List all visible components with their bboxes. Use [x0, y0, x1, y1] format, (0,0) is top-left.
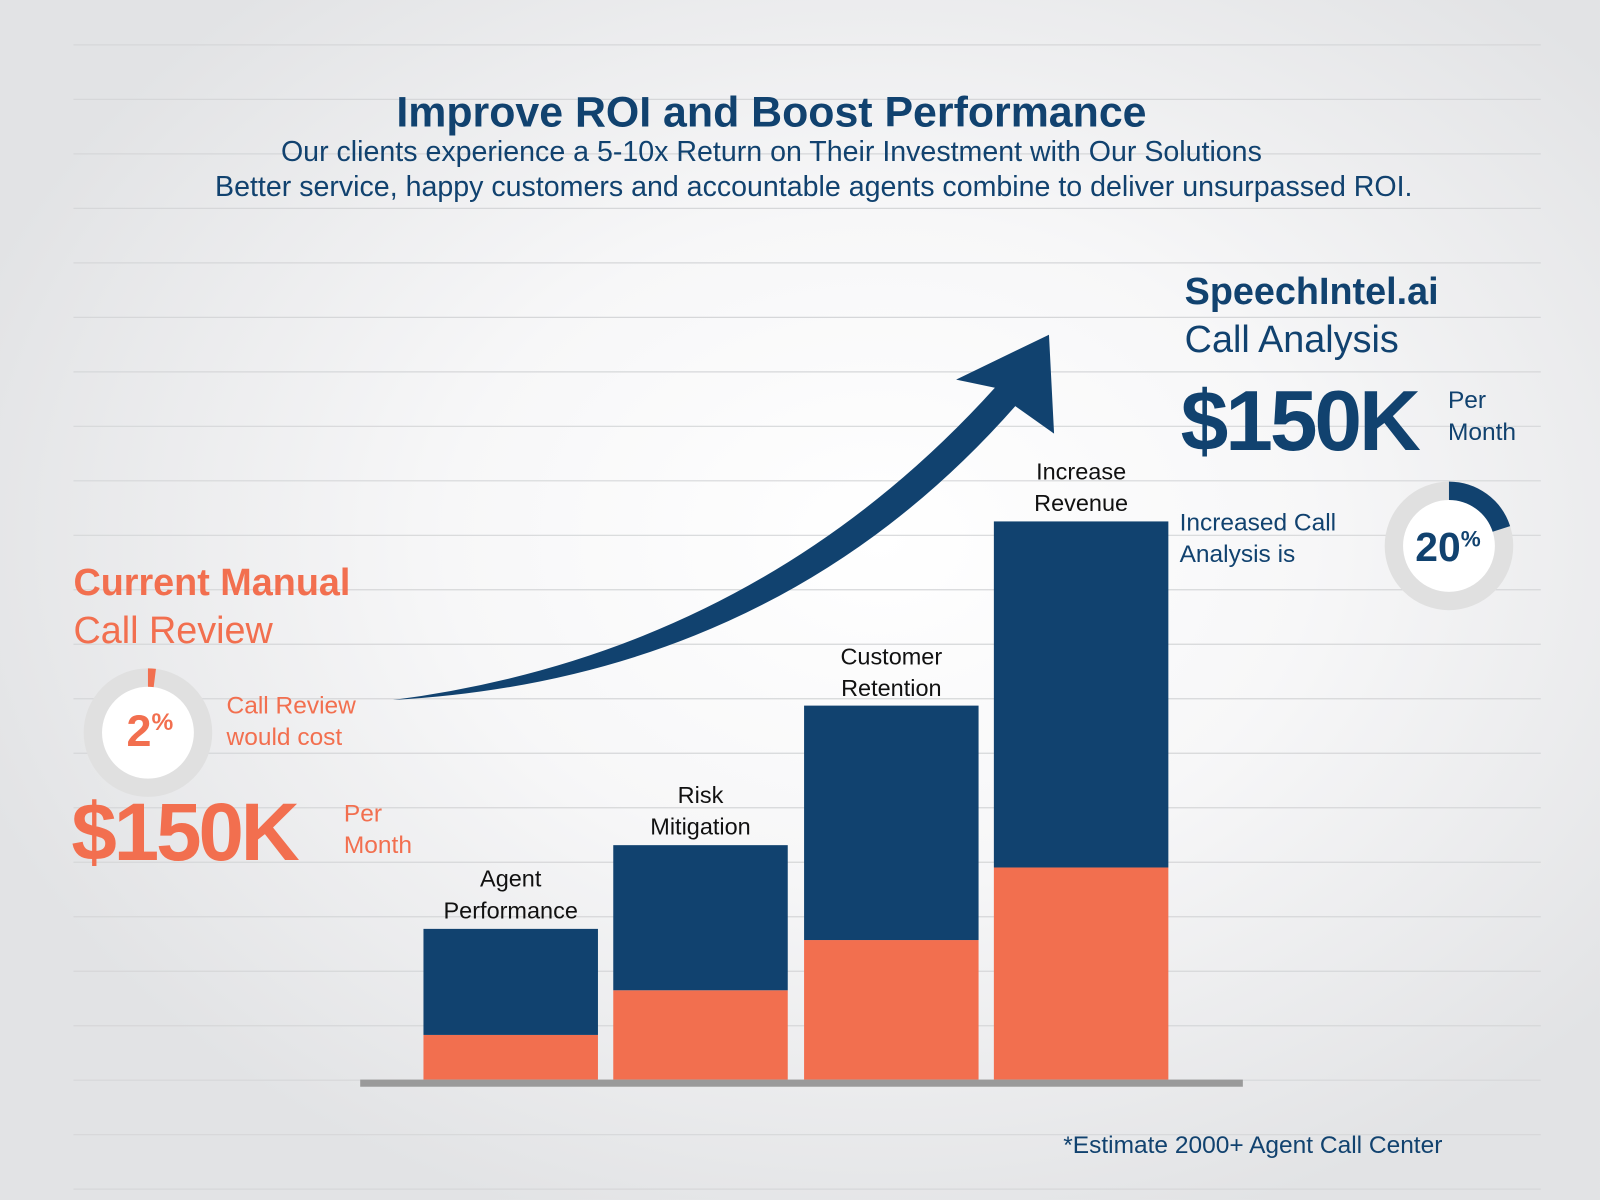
bar-label-line: Agent	[480, 865, 542, 893]
per: Per	[343, 799, 382, 828]
bar-label-line: Revenue	[1034, 489, 1129, 517]
bar-segment-base	[993, 867, 1169, 1080]
bar-label: Customer Retention	[789, 640, 993, 703]
bar-segment-top	[804, 705, 979, 941]
desc-line: Analysis is	[1179, 540, 1296, 569]
bar-label-line: Performance	[443, 897, 578, 924]
value: 2	[126, 706, 152, 757]
bar-segment-top	[423, 928, 598, 1035]
desc-line: Increased Call	[1179, 509, 1337, 537]
bar-segment-top	[613, 845, 788, 991]
month: Month	[343, 831, 412, 860]
left-subheading: Call Review	[73, 609, 273, 652]
right-subheading: Call Analysis	[1184, 318, 1399, 361]
bar-label: Increase Revenue	[979, 456, 1183, 519]
bar-segment-base	[423, 1034, 598, 1080]
bar-label-line: Risk	[677, 781, 724, 809]
desc-line: Call Review	[226, 691, 356, 720]
bar-segment-top	[993, 521, 1169, 868]
left-donut-value: 2%	[127, 706, 174, 757]
trend-arrow-icon	[392, 334, 1055, 700]
percent-sign: %	[151, 708, 174, 737]
left-heading: Current Manual	[73, 561, 351, 604]
month: Month	[1447, 418, 1517, 446]
subtitle: Our clients experience a 5-10x Return on…	[280, 135, 1262, 168]
bar-label-line: Customer	[840, 642, 943, 669]
right-donut-value: 20%	[1415, 526, 1480, 572]
bar-label: Agent Performance	[409, 864, 613, 927]
right-description: Increased Call Analysis is	[1180, 507, 1337, 570]
left-amount: $150K	[71, 786, 299, 878]
footnote: *Estimate 2000+ Agent Call Center	[1063, 1131, 1443, 1160]
left-description: Call Review would cost	[227, 690, 356, 753]
right-amount: $150K	[1180, 372, 1421, 469]
bar-label-line: Increase	[1036, 458, 1127, 485]
page-title: Improve ROI and Boost Performance	[396, 87, 1147, 136]
bar-segment-base	[613, 990, 788, 1080]
value: 20	[1415, 525, 1461, 571]
desc-line: would cost	[226, 723, 343, 752]
bar-label: Risk Mitigation	[598, 780, 802, 843]
bar-segment-base	[804, 940, 979, 1080]
per: Per	[1447, 386, 1487, 415]
left-per-month: Per Month	[344, 798, 412, 861]
right-heading: SpeechIntel.ai	[1184, 270, 1439, 313]
percent-sign: %	[1460, 526, 1481, 552]
chart-baseline	[360, 1079, 1243, 1087]
right-per-month: Per Month	[1448, 385, 1516, 448]
subtitle-2: Better service, happy customers and acco…	[215, 170, 1413, 203]
bar-label-line: Retention	[841, 673, 942, 701]
bar-label-line: Mitigation	[650, 813, 751, 841]
